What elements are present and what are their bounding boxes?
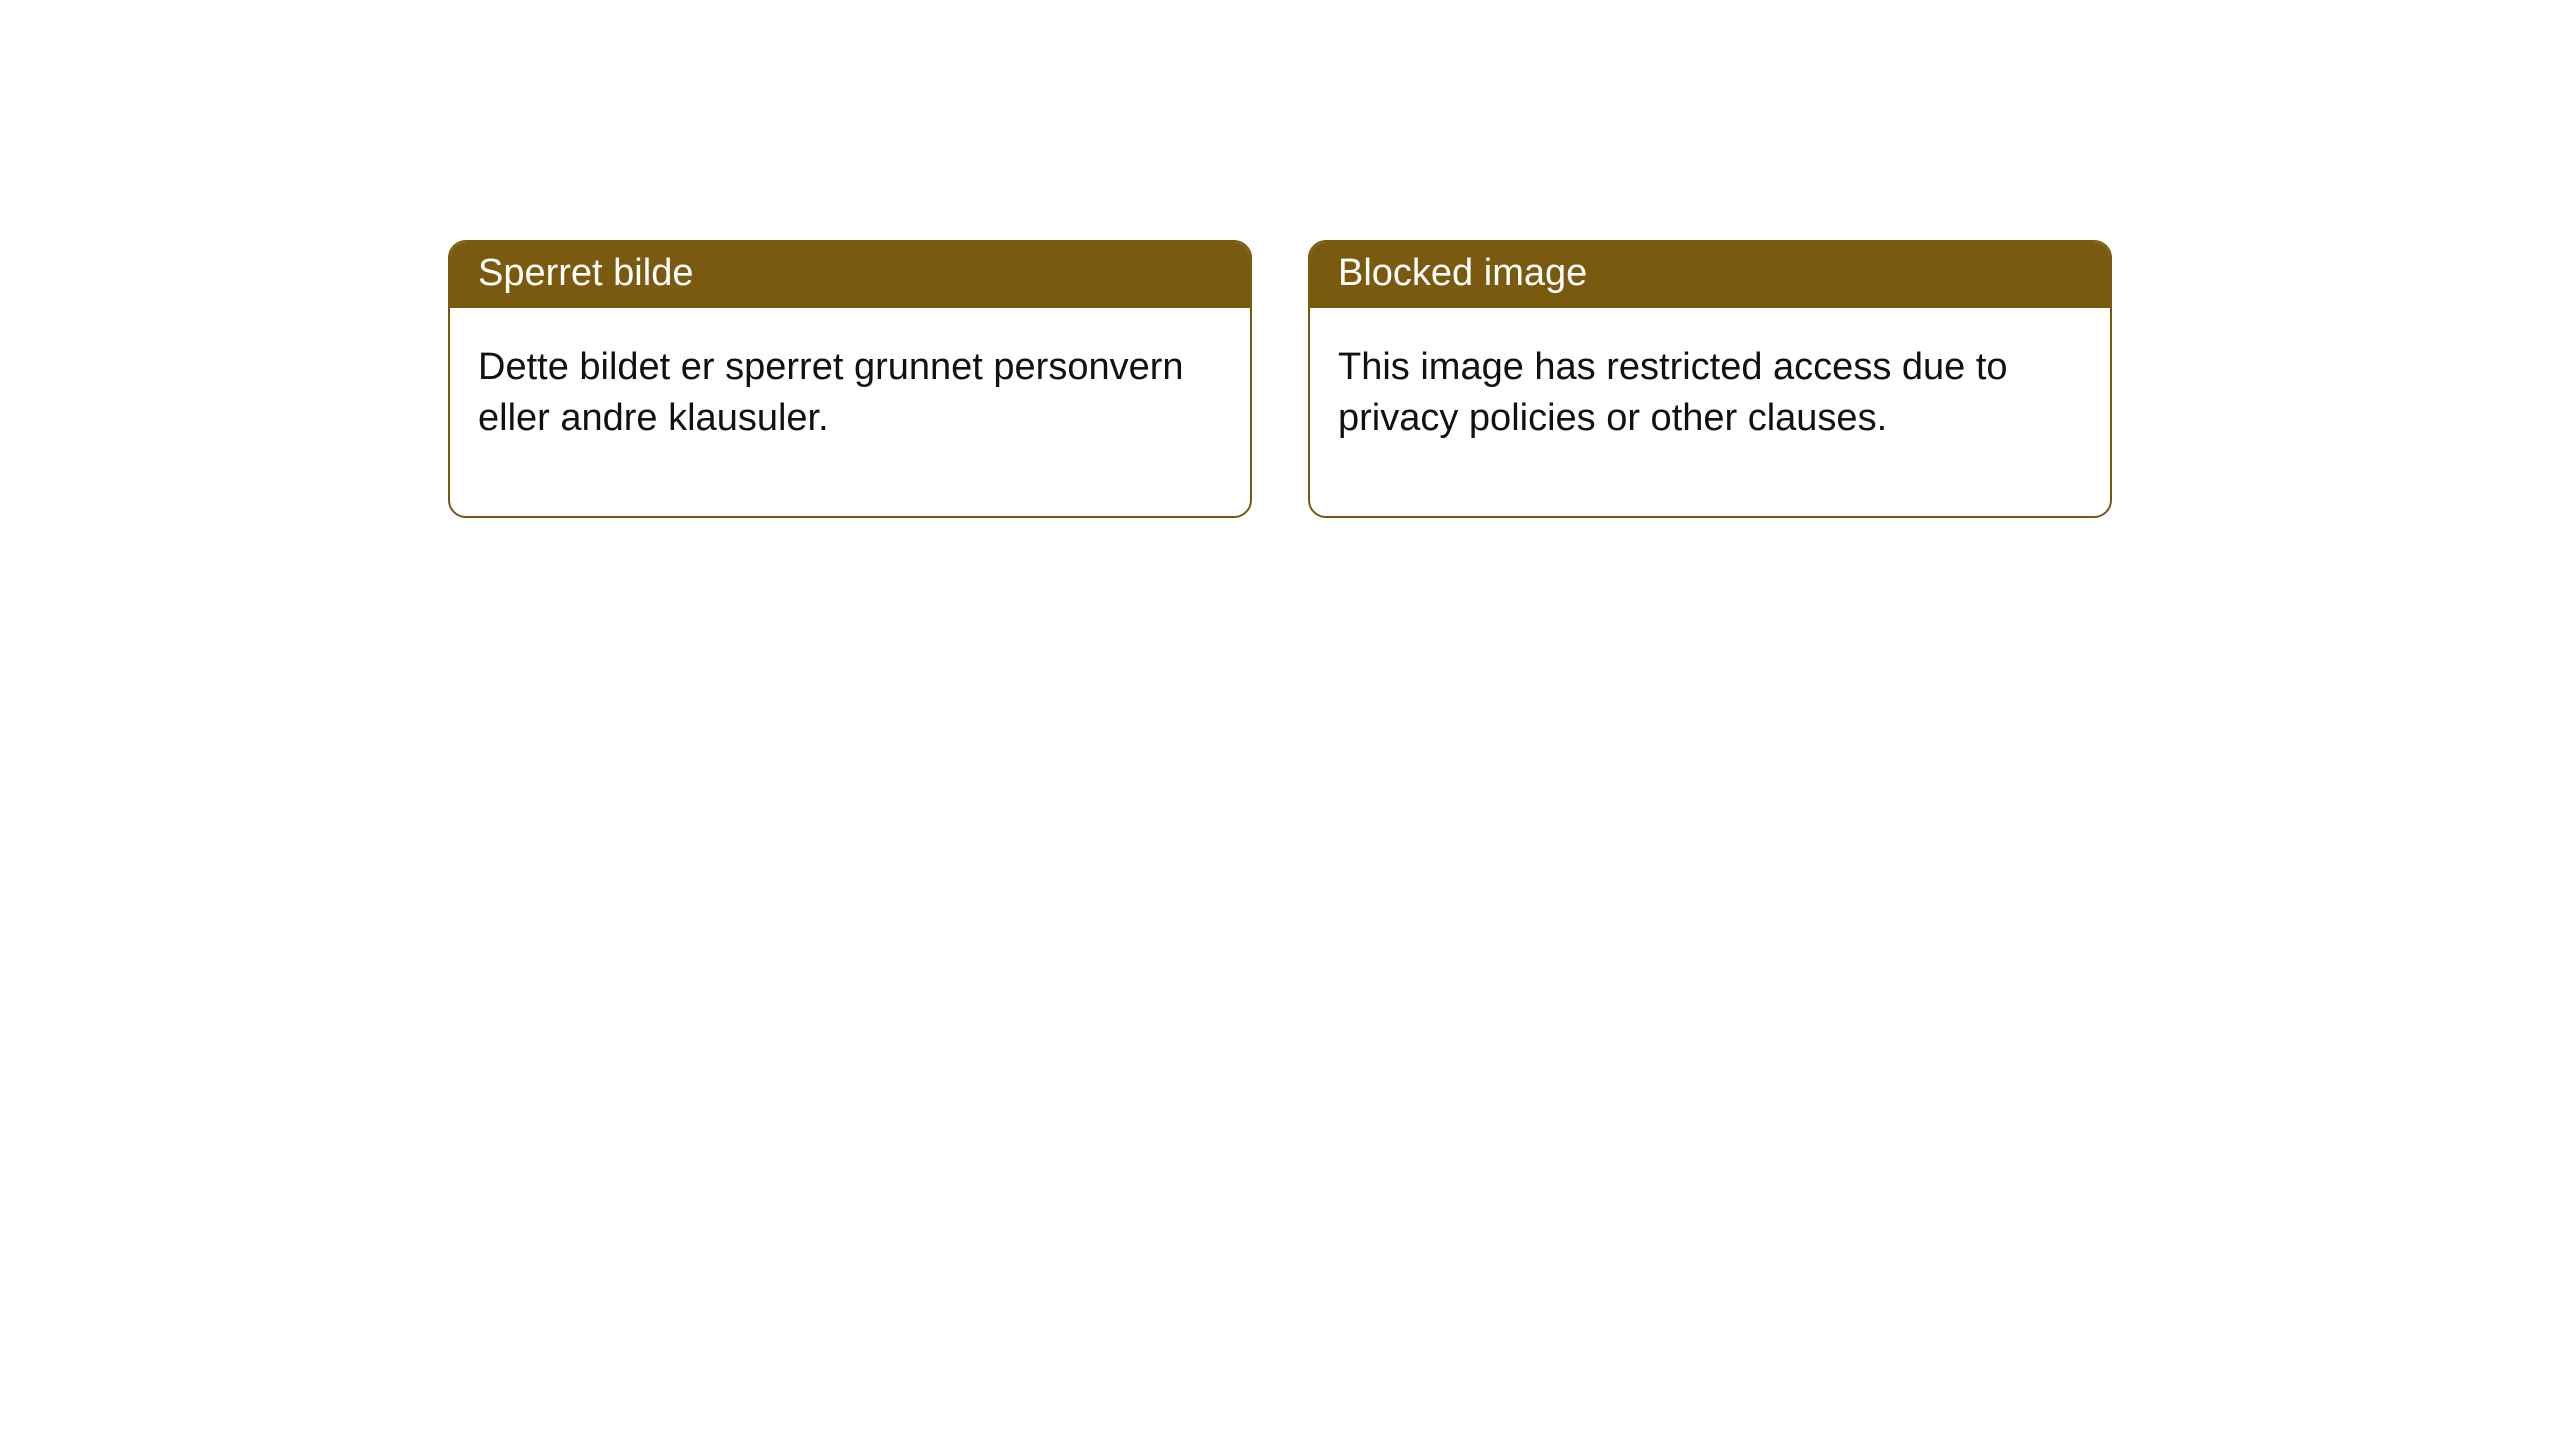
card-title-no: Sperret bilde <box>450 242 1250 308</box>
notice-cards-row: Sperret bilde Dette bildet er sperret gr… <box>0 0 2560 518</box>
card-body-en: This image has restricted access due to … <box>1310 308 2110 517</box>
card-title-en: Blocked image <box>1310 242 2110 308</box>
blocked-image-card-en: Blocked image This image has restricted … <box>1308 240 2112 518</box>
card-body-no: Dette bildet er sperret grunnet personve… <box>450 308 1250 517</box>
blocked-image-card-no: Sperret bilde Dette bildet er sperret gr… <box>448 240 1252 518</box>
